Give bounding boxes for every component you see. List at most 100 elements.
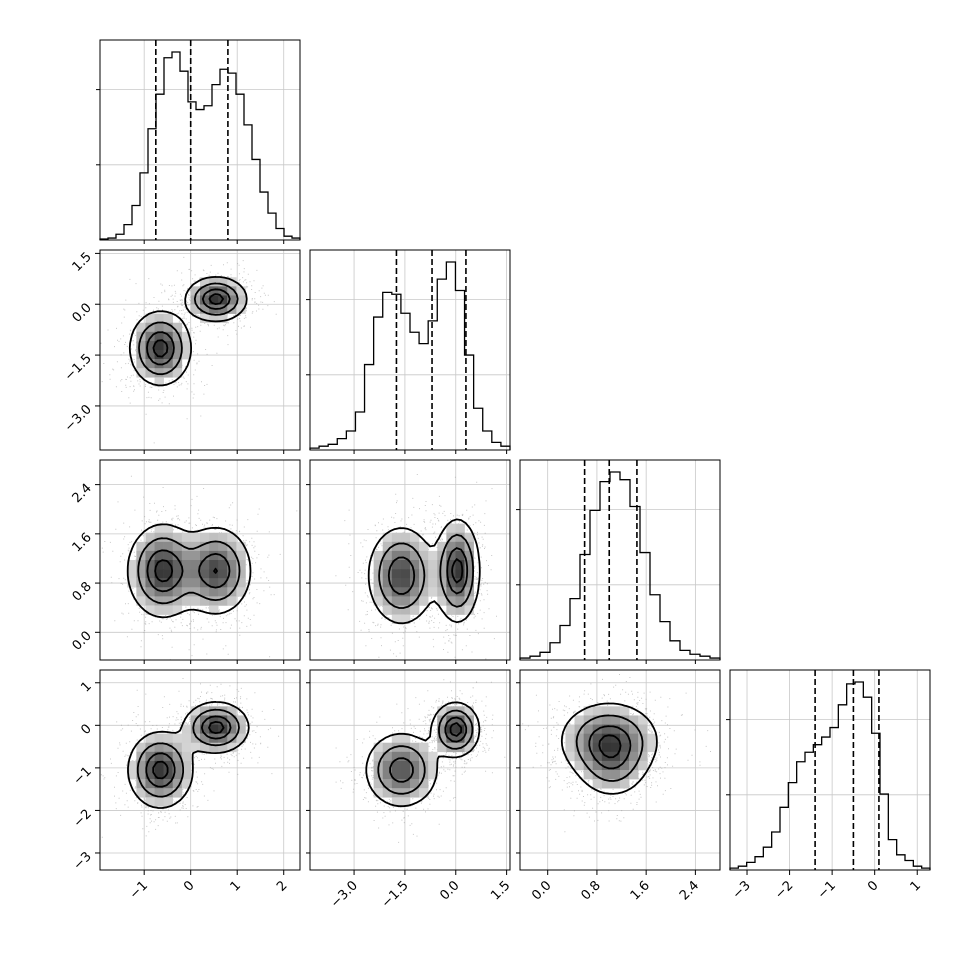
- density-cell: [154, 596, 164, 606]
- density-cell: [163, 742, 174, 753]
- density-cell: [583, 715, 594, 725]
- density-cell: [227, 733, 237, 744]
- density-cell: [181, 770, 192, 780]
- density-cell: [620, 733, 630, 744]
- density-cell: [209, 587, 219, 597]
- density-cell: [181, 569, 192, 579]
- density-cell: [145, 733, 155, 744]
- density-cell: [127, 560, 137, 570]
- density-cell: [200, 304, 210, 314]
- density-cell: [136, 322, 146, 333]
- density-cell: [227, 596, 237, 606]
- density-cell: [163, 322, 174, 333]
- y-tick-label: 1.5: [70, 250, 95, 275]
- contour-line: [389, 716, 468, 783]
- contour-line: [598, 734, 622, 759]
- y-tick-label: 0.0: [70, 629, 95, 654]
- density-cell: [227, 742, 237, 753]
- density-cell: [218, 550, 228, 561]
- density-cell: [136, 541, 146, 552]
- density-cell: [391, 578, 402, 588]
- density-cell: [218, 541, 228, 552]
- y-tick-label: 1.6: [70, 530, 95, 555]
- histogram-bars: [729, 681, 931, 870]
- density-cell: [382, 578, 393, 588]
- scatter-points: [100, 256, 277, 444]
- density-cell: [227, 706, 237, 716]
- density-cell: [236, 715, 246, 725]
- density-cell: [391, 569, 402, 579]
- density-cell: [391, 779, 402, 789]
- density-cell: [620, 715, 630, 725]
- density-cell: [163, 359, 174, 369]
- density-cell: [218, 587, 228, 597]
- density-cell: [154, 788, 164, 798]
- density-cell: [410, 605, 420, 615]
- density-cell: [154, 587, 164, 597]
- density-cell: [583, 733, 594, 744]
- density-cell: [455, 532, 465, 543]
- density-cell: [172, 770, 183, 780]
- panel-frame: [99, 669, 301, 871]
- density-cell: [227, 541, 237, 552]
- scatter-panel-r3-c0: [99, 669, 301, 871]
- histogram-bars: [309, 261, 511, 450]
- density-cell: [437, 569, 447, 579]
- density-cell: [419, 742, 429, 753]
- density-cell: [154, 569, 164, 579]
- density-cell: [200, 733, 210, 744]
- density-cell: [136, 770, 146, 780]
- density-cell: [145, 541, 155, 552]
- panel-frame: [519, 669, 721, 871]
- density-cell: [620, 760, 630, 771]
- density-cell: [464, 578, 474, 588]
- density-cell: [419, 541, 429, 552]
- x-tick-label: −1.5: [379, 878, 412, 911]
- density-cell: [190, 587, 201, 597]
- density-cell: [181, 340, 192, 351]
- density-cell: [218, 569, 228, 579]
- density-cell: [190, 578, 201, 588]
- density-cell: [638, 724, 648, 734]
- density-cell: [391, 596, 402, 606]
- density-cell: [373, 578, 384, 588]
- density-cell: [200, 587, 210, 597]
- contour-line: [152, 721, 225, 780]
- density-cell: [410, 587, 420, 597]
- x-tick-label: −1: [815, 878, 839, 902]
- density-cell: [127, 760, 137, 771]
- density-cell: [464, 550, 474, 561]
- density-cell: [428, 569, 438, 579]
- contour-line: [387, 547, 469, 595]
- density-cell: [629, 760, 639, 771]
- density-cell: [136, 788, 146, 798]
- density-cell: [154, 760, 164, 771]
- density-cell: [163, 760, 174, 771]
- contour-line: [378, 533, 474, 609]
- x-tick-label: 1.6: [628, 878, 653, 903]
- panel-frame: [99, 249, 301, 451]
- density-cell: [391, 550, 402, 561]
- density-cell: [181, 760, 192, 771]
- density-cell: [437, 541, 447, 552]
- density-cell: [583, 724, 594, 734]
- density-cell: [592, 760, 603, 771]
- density-cell: [154, 523, 164, 534]
- density-cell: [172, 560, 183, 570]
- density-cell: [209, 605, 219, 615]
- scatter-points: [100, 678, 280, 838]
- density-cell: [172, 340, 183, 351]
- density-cell: [218, 304, 228, 314]
- density-cell: [565, 742, 575, 753]
- density-cell: [382, 532, 393, 543]
- density-cell: [382, 550, 393, 561]
- density-cell: [638, 715, 648, 725]
- density-cell: [455, 560, 465, 570]
- y-axis-row-3: 1 0 −1 −2 −3: [71, 679, 100, 873]
- density-cell: [400, 578, 411, 588]
- density-cell: [391, 770, 402, 780]
- density-cell: [373, 550, 384, 561]
- density-cell: [209, 578, 219, 588]
- density-cell: [400, 541, 411, 552]
- density-cell: [200, 313, 210, 324]
